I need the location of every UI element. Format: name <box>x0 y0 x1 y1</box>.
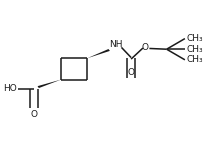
Text: NH: NH <box>110 40 123 49</box>
Polygon shape <box>38 80 61 88</box>
Text: CH₃: CH₃ <box>187 34 203 43</box>
Text: O: O <box>31 110 38 119</box>
Text: CH₃: CH₃ <box>187 55 203 64</box>
Text: O: O <box>142 43 148 52</box>
Polygon shape <box>87 49 110 58</box>
Text: CH₃: CH₃ <box>187 45 203 54</box>
Text: HO: HO <box>3 84 17 93</box>
Text: O: O <box>128 68 135 77</box>
